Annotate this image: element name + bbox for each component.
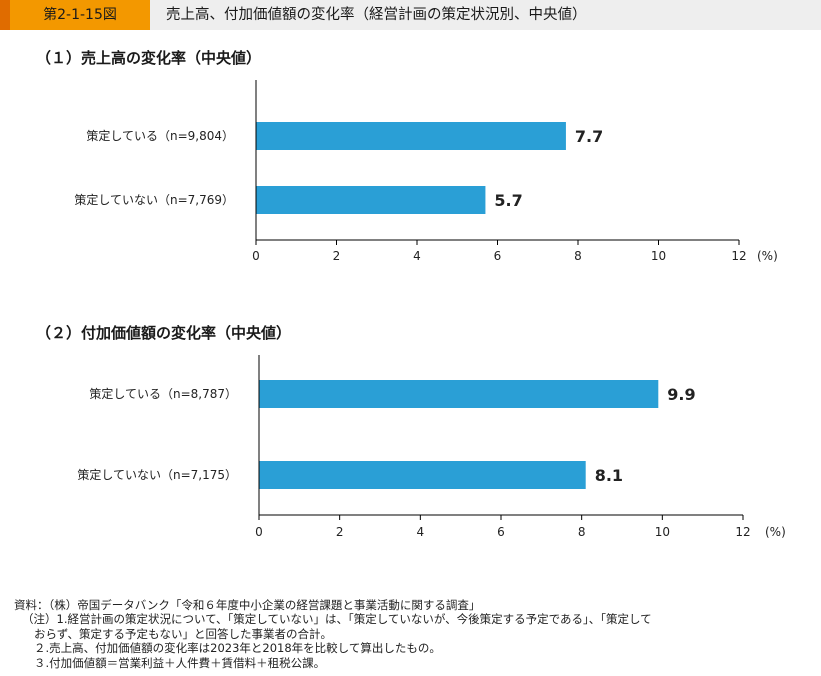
data-label-1: 9.9 [667,385,695,404]
x-tick-label: 4 [417,525,425,539]
x-tick-label: 12 [731,249,746,263]
x-tick-label: 10 [651,249,666,263]
x-axis-unit-label: (%) [757,249,778,263]
figure-number-badge: 第2-1-15図 [0,0,150,30]
x-tick-label: 6 [497,525,505,539]
notes-block: 資料：（株）帝国データバンク「令和６年度中小企業の経営課題と事業活動に関する調査… [14,598,814,670]
chart2-title: （２）付加価値額の変化率（中央値） [36,324,292,342]
figure-header: 第2-1-15図 売上高、付加価値額の変化率（経営計画の策定状況別、中央値） [0,0,821,30]
data-label-2: 8.1 [595,466,623,485]
note-2: ２.売上高、付加価値額の変化率は2023年と2018年を比較して算出したもの。 [34,641,441,656]
note-1: （注）1.経営計画の策定状況について、「策定していない」は、「策定していないが、… [22,612,652,627]
figure-title: 売上高、付加価値額の変化率（経営計画の策定状況別、中央値） [166,7,587,23]
x-tick-label: 0 [255,525,263,539]
x-tick-label: 6 [494,249,502,263]
x-tick-label: 2 [333,249,341,263]
bar-1 [259,380,659,408]
x-tick-label: 0 [252,249,260,263]
category-label-1: 策定している（n=9,804） [86,128,234,143]
note-source: 資料：（株）帝国データバンク「令和６年度中小企業の経営課題と事業活動に関する調査… [14,598,481,612]
x-tick-label: 10 [655,525,670,539]
x-tick-label: 4 [413,249,421,263]
data-label-2: 5.7 [494,191,522,210]
bar-2 [256,186,486,214]
category-label-2: 策定していない（n=7,769） [74,192,234,207]
chart1-sales-change-rate: 7.7 策定している（n=9,804） 5.7 策定していない（n=7,769） 0 2 4… [74,80,778,263]
x-tick-label: 2 [336,525,344,539]
category-label-2: 策定していない（n=7,175） [77,467,237,482]
data-label-1: 7.7 [575,127,603,146]
note-1-continued: おらず、策定する予定もない」と回答した事業者の合計。 [34,626,332,641]
bar-2 [259,461,586,489]
chart1-title: （１）売上高の変化率（中央値） [36,49,262,67]
x-axis-unit-label: (%) [765,525,786,539]
x-tick-label: 12 [735,525,750,539]
chart2-value-added-change-rate: 9.9 策定している（n=8,787） 8.1 策定していない（n=7,175） 0 2 4… [77,355,786,539]
figure-number: 第2-1-15図 [43,7,117,23]
x-tick-label: 8 [574,249,582,263]
bar-1 [256,122,566,150]
x-tick-label: 8 [578,525,586,539]
note-3: ３.付加価値額＝営業利益＋人件費＋賃借料＋租税公課。 [34,655,326,670]
category-label-1: 策定している（n=8,787） [89,386,237,401]
